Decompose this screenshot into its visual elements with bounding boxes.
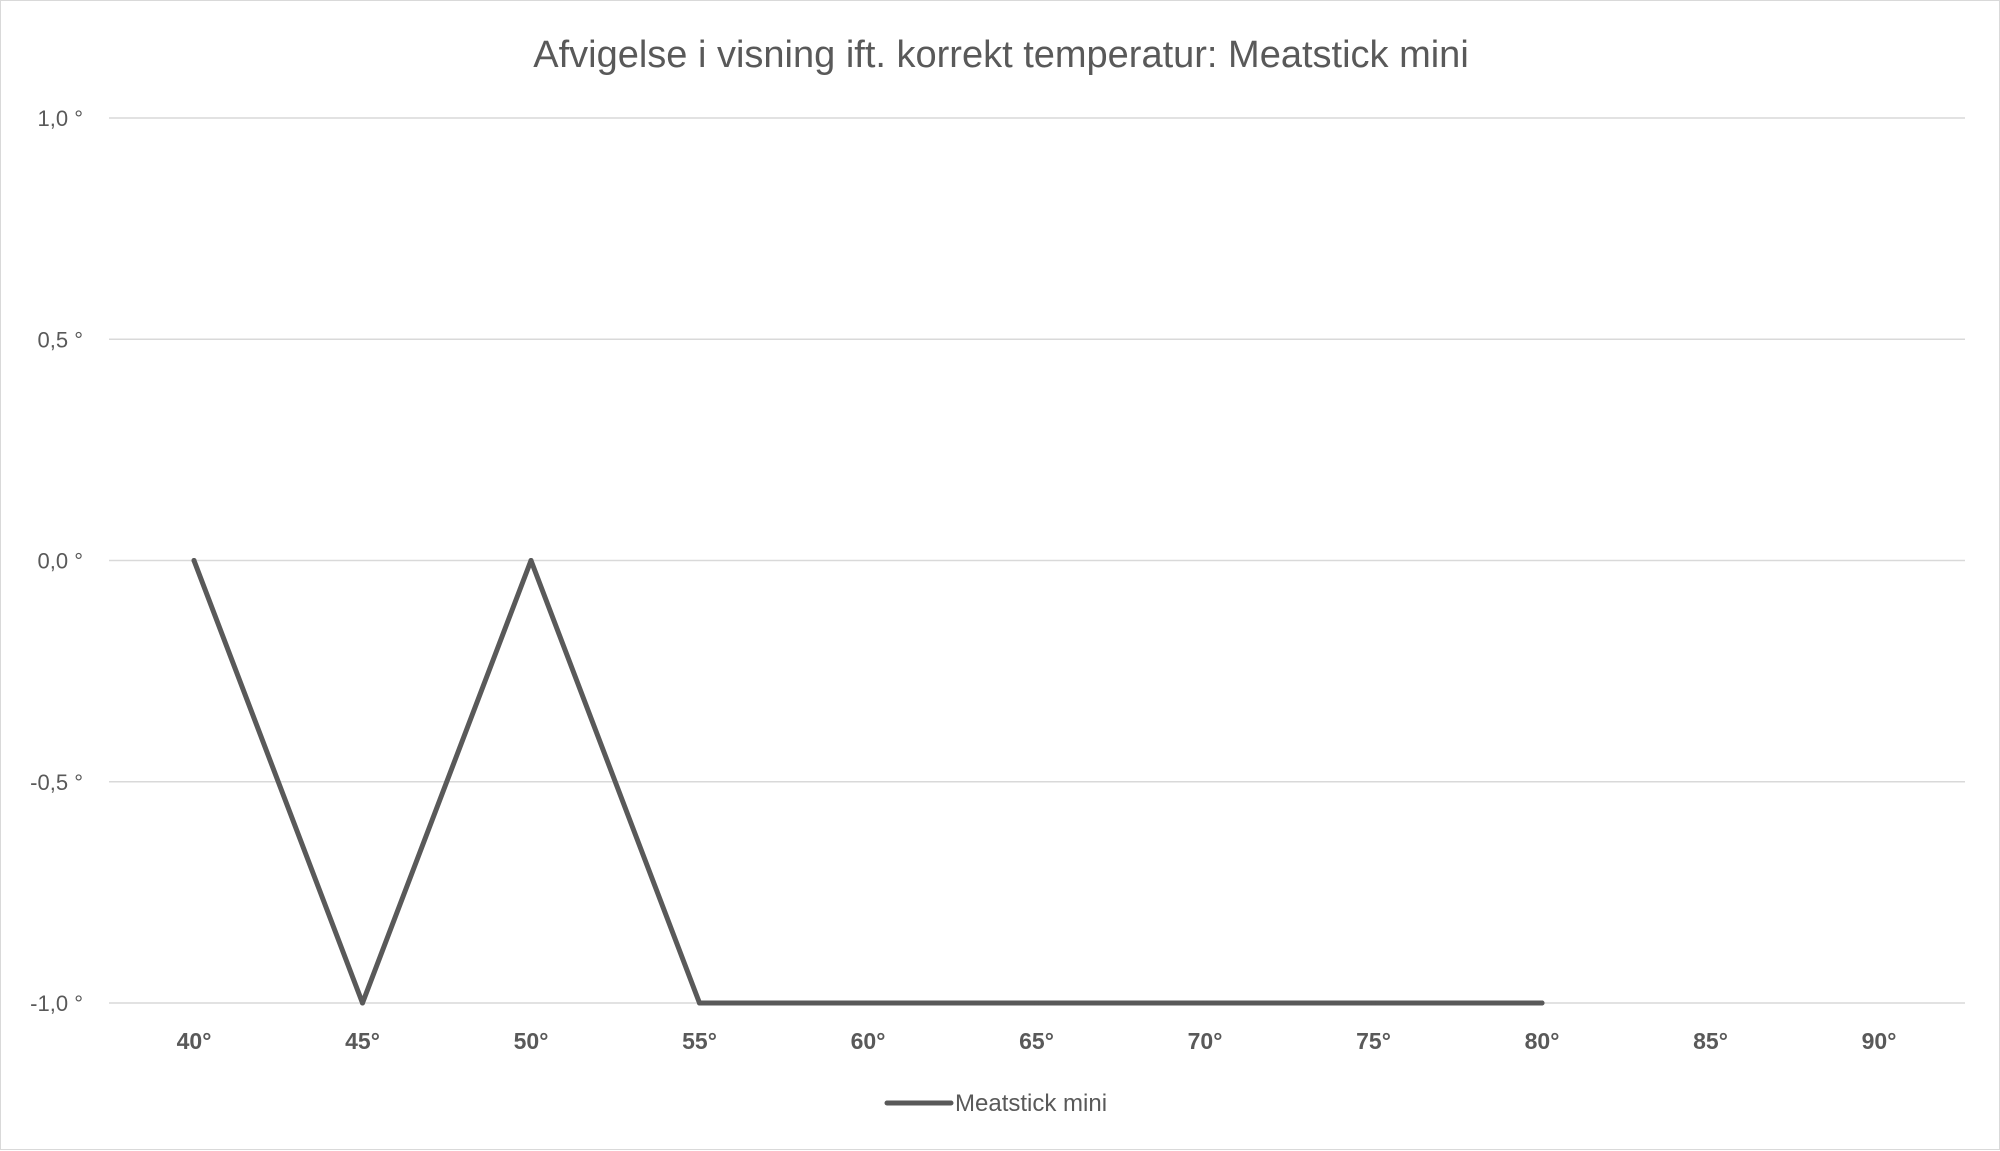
data-point bbox=[865, 1000, 871, 1006]
legend-label: Meatstick mini bbox=[955, 1090, 1107, 1117]
data-point bbox=[1034, 1000, 1039, 1006]
x-tick-label: 65° bbox=[1019, 1028, 1054, 1054]
x-tick-label: 70° bbox=[1188, 1028, 1223, 1054]
x-tick-label: 80° bbox=[1525, 1028, 1560, 1054]
y-tick-label: -1,0 ° bbox=[30, 991, 83, 1016]
data-point bbox=[1539, 1000, 1545, 1006]
x-tick-label: 75° bbox=[1356, 1028, 1391, 1054]
legend: Meatstick mini bbox=[884, 1090, 1107, 1117]
data-point bbox=[1371, 1000, 1376, 1006]
x-axis-tick-labels: 40° 45° 50° 55° 60° 65° 70° 75° 80° 85° 90° bbox=[177, 1028, 1897, 1054]
data-point bbox=[697, 1000, 702, 1006]
x-tick-label: 45° bbox=[345, 1028, 380, 1054]
x-tick-label: 60° bbox=[851, 1028, 886, 1054]
y-tick-label: 0,5 ° bbox=[38, 327, 84, 352]
y-tick-label: 0,0 ° bbox=[38, 549, 84, 574]
x-tick-label: 90° bbox=[1862, 1028, 1897, 1054]
grid-layer bbox=[109, 117, 1965, 1004]
y-axis-tick-labels: 1,0 ° 0,5 ° 0,0 ° -0,5 ° -1,0 ° bbox=[30, 106, 83, 1016]
chart-title: Afvigelse i visning ift. korrekt tempera… bbox=[533, 34, 1469, 76]
x-tick-label: 40° bbox=[177, 1028, 212, 1054]
data-point bbox=[191, 558, 197, 563]
data-point bbox=[360, 1000, 365, 1006]
x-tick-label: 85° bbox=[1693, 1028, 1728, 1054]
y-tick-label: 1,0 ° bbox=[38, 106, 84, 131]
y-tick-label: -0,5 ° bbox=[30, 770, 83, 795]
x-tick-label: 55° bbox=[682, 1028, 717, 1054]
x-tick-label: 50° bbox=[514, 1028, 549, 1054]
data-point bbox=[1202, 1000, 1208, 1006]
series-layer bbox=[191, 558, 1545, 1006]
data-point bbox=[528, 558, 534, 563]
